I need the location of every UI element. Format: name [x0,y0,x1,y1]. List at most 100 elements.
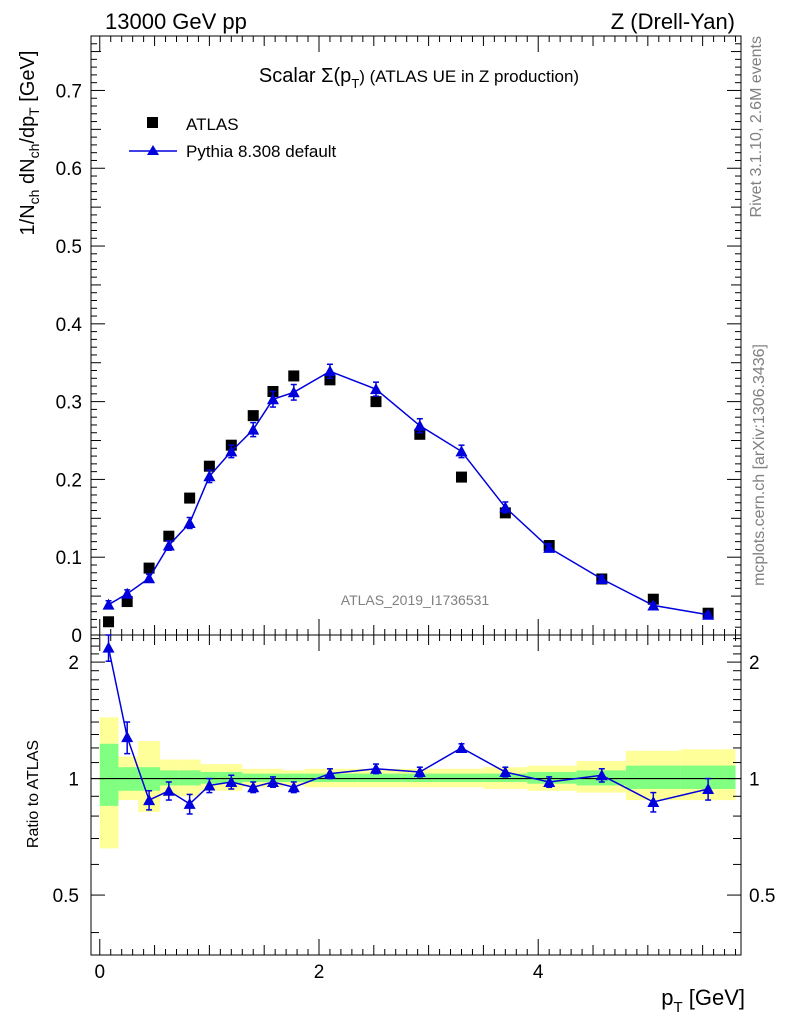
chart-title: Scalar Σ(pT) (ATLAS UE in Z production) [259,65,579,91]
atlas-data-point [247,410,259,422]
pythia-data-point [595,572,608,584]
ratio-band-green [527,771,577,784]
ratio-pythia-point [455,741,468,753]
analysis-watermark: ATLAS_2019_I1736531 [341,592,490,608]
legend: ATLAS Pythia 8.308 default [129,115,337,161]
pythia-data-point [162,539,175,551]
ratio-band-green [625,765,681,789]
main-y-tick-label: 0.7 [56,81,82,102]
pythia-data-point [247,423,260,435]
pythia-data-point [102,598,115,610]
pythia-data-point [121,587,134,599]
atlas-data-point [370,396,382,408]
ratio-y-tick-label: 2 [68,653,79,674]
ratio-band-green [178,770,201,786]
ratio-band-green [483,773,528,782]
ratio-y-tick-label-right: 1 [749,770,760,791]
pythia-data-point [369,383,382,395]
ratio-band-green [680,765,736,789]
pythia-data-point [183,516,196,528]
pythia-data-point [455,445,468,457]
ratio-y-tick-label-right: 2 [749,653,760,674]
atlas-data-point [103,616,115,628]
rivet-label: Rivet 3.1.10, 2.6M events [748,36,765,217]
ratio-pythia-point [647,795,660,807]
legend-atlas-marker [147,117,158,128]
atlas-data-point [143,562,155,574]
x-tick-label: 0 [94,962,105,983]
atlas-data-point [647,593,659,605]
ratio-pythia-point [287,781,300,793]
ratio-pythia-point [121,731,134,743]
pythia-data-point [323,365,336,377]
pythia-data-point [543,541,556,553]
x-axis-label: pT [GeV] [661,985,745,1016]
chart-title-subscript: T [351,76,359,91]
legend-pythia-label: Pythia 8.308 default [186,142,337,161]
legend-pythia-marker [147,145,159,155]
main-panel: 0 0.1 0.2 0.3 0.4 0.5 0.6 0.7 [56,35,742,647]
ratio-pythia-point [369,762,382,774]
ratio-y-tick-label: 1 [68,770,79,791]
chart-title-main: Scalar Σ(p [259,65,351,87]
atlas-data-point [414,428,426,440]
ratio-panel: 0.5 0.5 1 1 2 2 0 2 4 [53,634,775,983]
atlas-data-point [163,530,175,542]
ratio-pythia-point [143,794,156,806]
chart-title-rest: ) (ATLAS UE in Z production) [359,67,579,86]
header-left: 13000 GeV pp [105,9,247,34]
main-y-tick-label: 0.6 [56,159,82,180]
header-right: Z (Drell-Yan) [611,9,735,34]
main-y-tick-label: 0.2 [56,470,82,491]
pythia-line [108,370,709,616]
main-y-tick-label: 0 [71,626,82,647]
ratio-pythia-point [225,775,238,787]
atlas-data-point [203,460,215,472]
pythia-data-point [266,393,279,405]
x-tick-label: 4 [533,962,544,983]
ratio-band-green [401,773,440,782]
pythia-data-point [287,386,300,398]
atlas-data-point [455,471,467,483]
ratio-pythia-point [102,641,115,653]
mcplots-label: mcplots.cern.ch [arXiv:1306.3436] [751,344,768,586]
ratio-pythia-point [499,765,512,777]
ratio-pythia-point [595,769,608,781]
pythia-data-point [225,445,238,457]
atlas-data-point [288,370,300,382]
ratio-band-green [439,773,484,782]
pythia-data-point [647,599,660,611]
ratio-band-green [282,773,305,782]
main-y-tick-label: 0.5 [56,237,82,258]
ratio-pythia-point [543,775,556,787]
main-y-tick-label: 0.3 [56,393,82,414]
ratio-pythia-point [183,797,196,809]
x-tick-label: 2 [314,962,325,983]
ratio-band-green [357,773,402,782]
main-y-axis-label: 1/Nch dNch/dpT [GeV] [17,51,42,236]
ratio-y-axis-label: Ratio to ATLAS [25,740,42,848]
ratio-y-tick-label-right: 0.5 [749,886,775,907]
main-y-tick-label: 0.1 [56,548,82,569]
ratio-pythia-point [247,781,260,793]
ratio-frame [90,634,742,956]
pythia-data-point [499,501,512,513]
pythia-data-point [143,572,156,584]
ratio-pythia-point [203,779,216,791]
atlas-data-point [184,492,196,504]
ratio-band-green [99,743,119,806]
ratio-band-green [160,770,179,786]
pythia-data-point [203,470,216,482]
ratio-pythia-point [702,782,715,794]
ratio-pythia-point [162,784,175,796]
pythia-data-point [702,608,715,620]
ratio-y-tick-label: 0.5 [53,886,79,907]
legend-atlas-label: ATLAS [186,115,239,134]
ratio-band-green [242,773,265,782]
atlas-data-point [121,596,133,608]
atlas-data-point [324,374,336,386]
ratio-pythia-point [266,775,279,787]
main-y-tick-label: 0.4 [56,315,83,336]
ratio-pythia-point [323,767,336,779]
